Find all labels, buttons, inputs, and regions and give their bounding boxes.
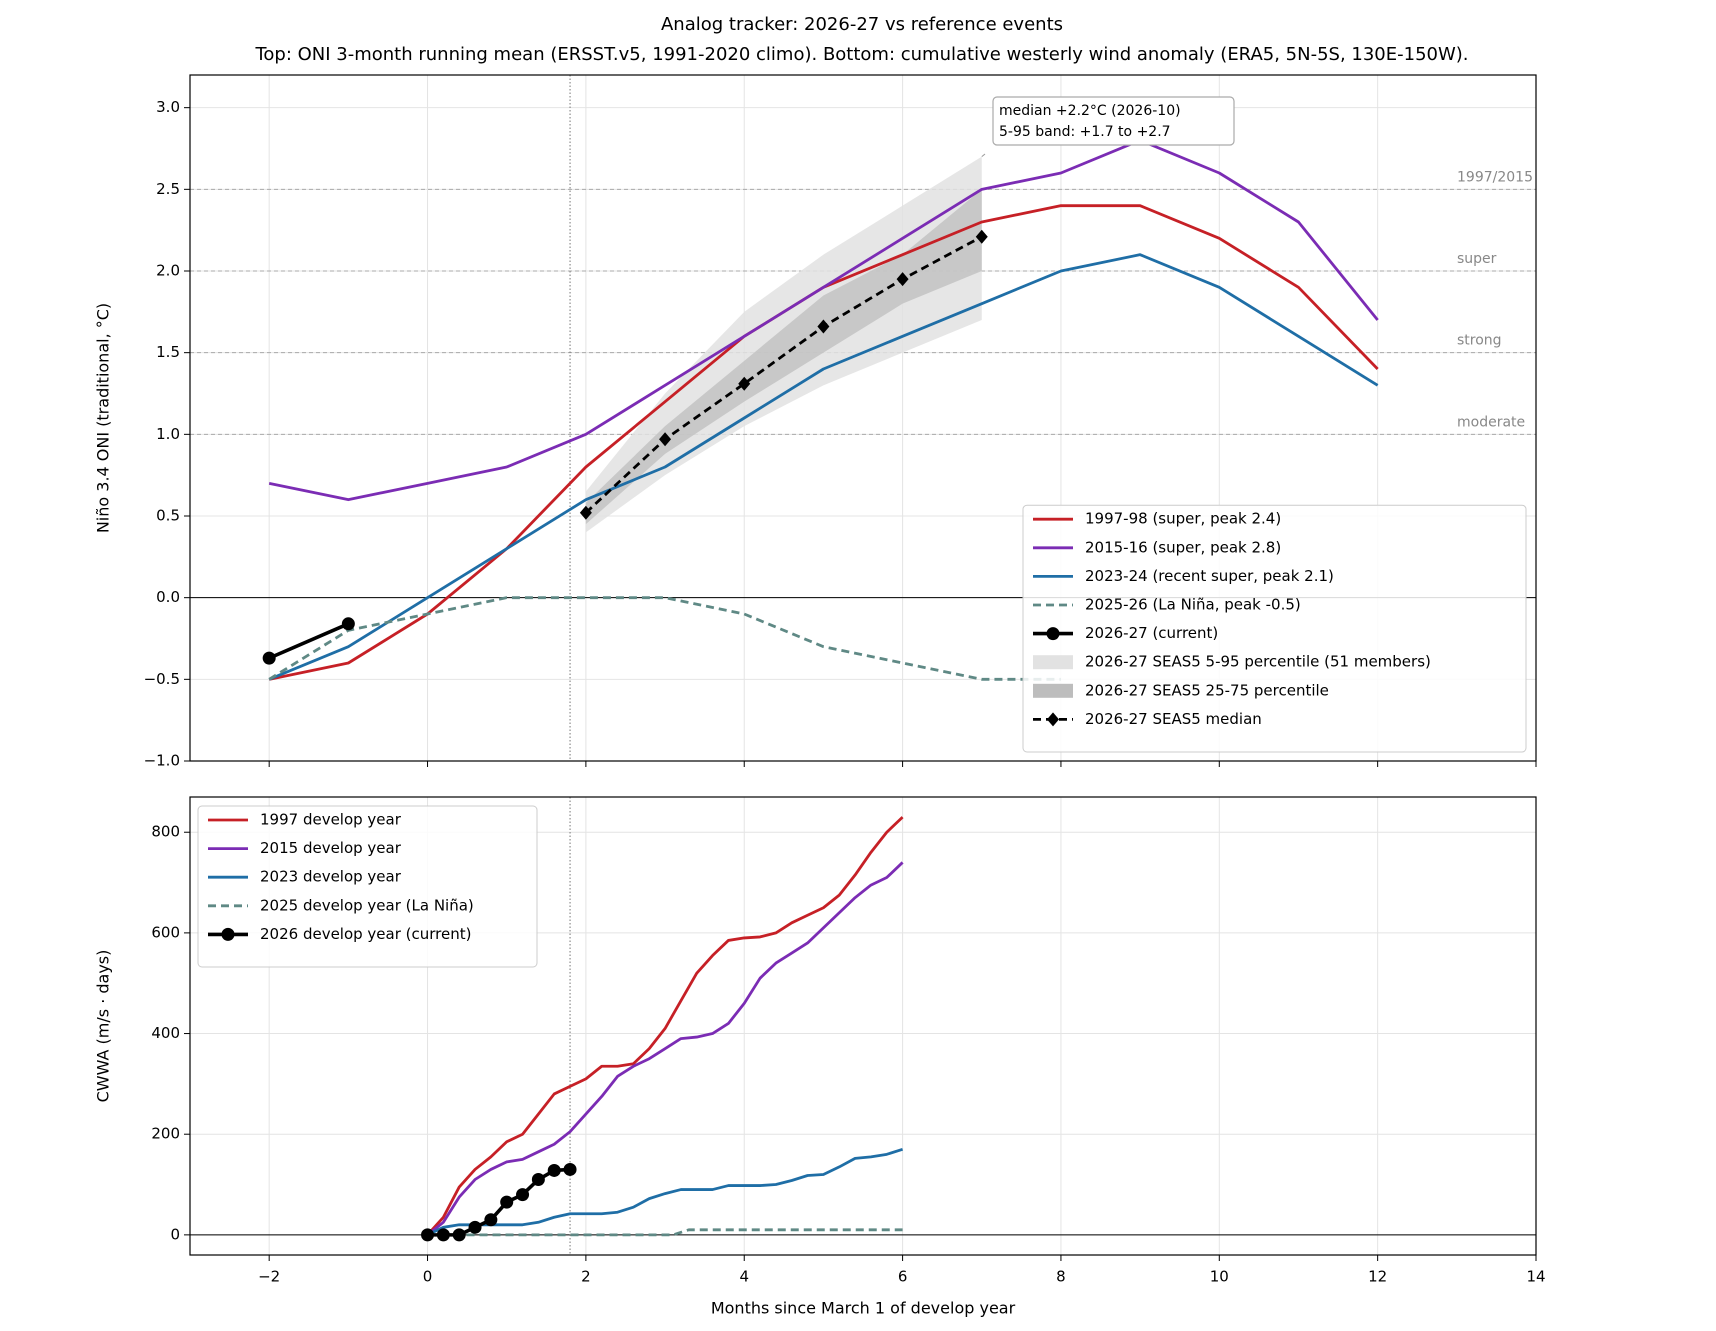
y-tick-label: 200	[151, 1125, 180, 1143]
y-tick-label: 0.5	[156, 507, 180, 525]
x-tick-label: 4	[739, 1268, 749, 1286]
y-tick-label: 1.0	[156, 425, 180, 443]
plot-area	[421, 816, 904, 1242]
data-point	[468, 1220, 482, 1234]
annotation-text: 5-95 band: +1.7 to +2.7	[999, 124, 1171, 140]
x-tick-label: 8	[1056, 1268, 1066, 1286]
legend-label: 2026-27 SEAS5 25-75 percentile	[1085, 681, 1329, 699]
reference-label: moderate	[1457, 414, 1525, 430]
y-axis-label: CWWA (m/s · days)	[94, 950, 113, 1103]
y-tick-label: 0.0	[156, 588, 180, 606]
y-tick-label: 3.0	[156, 98, 180, 116]
x-tick-label: 6	[898, 1268, 908, 1286]
legend-swatch	[1033, 655, 1073, 670]
data-point	[738, 376, 751, 391]
data-point	[579, 505, 592, 520]
annotation-arrow	[981, 153, 986, 158]
legend-label: 2015-16 (super, peak 2.8)	[1085, 538, 1281, 556]
x-tick-label: −2	[258, 1268, 280, 1286]
data-point	[659, 432, 672, 447]
x-tick-label: 2	[581, 1268, 591, 1286]
data-point	[896, 272, 909, 287]
data-point	[436, 1228, 450, 1242]
data-point	[421, 1228, 435, 1242]
data-point	[341, 617, 355, 631]
legend-marker	[1046, 627, 1060, 641]
x-axis-label: Months since March 1 of develop year	[711, 1299, 1016, 1318]
legend-label: 2026-27 SEAS5 5-95 percentile (51 member…	[1085, 653, 1431, 671]
series-line	[268, 622, 350, 660]
y-tick-label: 800	[151, 823, 180, 841]
y-tick-label: 400	[151, 1024, 180, 1042]
reference-label: 1997/2015	[1457, 169, 1533, 185]
y-tick-label: 0	[170, 1225, 180, 1243]
annotation-text: median +2.2°C (2026-10)	[999, 103, 1181, 119]
figure-subtitle: Top: ONI 3-month running mean (ERSST.v5,…	[254, 44, 1468, 65]
data-point	[547, 1163, 561, 1177]
legend-label: 2015 develop year	[260, 839, 402, 857]
data-point	[452, 1228, 466, 1242]
y-tick-label: 2.0	[156, 262, 180, 280]
series-line	[584, 235, 983, 514]
legend-label: 1997 develop year	[260, 811, 402, 829]
legend-marker	[1047, 712, 1059, 727]
series-line	[427, 1167, 571, 1237]
x-tick-label: 0	[423, 1268, 433, 1286]
series-line	[268, 253, 1379, 681]
data-point	[975, 229, 988, 244]
data-point	[531, 1173, 545, 1187]
data-point	[484, 1213, 498, 1227]
legend-label: 2023-24 (recent super, peak 2.1)	[1085, 567, 1334, 585]
x-tick-label: 12	[1368, 1268, 1387, 1286]
series-line	[426, 861, 904, 1236]
series-line	[426, 1147, 904, 1237]
y-tick-label: −0.5	[144, 670, 180, 688]
series-line	[268, 138, 1379, 502]
data-point	[262, 651, 276, 665]
legend-label: 1997-98 (super, peak 2.4)	[1085, 510, 1281, 528]
y-tick-label: 600	[151, 923, 180, 941]
reference-label: super	[1457, 251, 1497, 267]
annotation-box	[992, 96, 1235, 146]
data-point	[563, 1162, 577, 1176]
axes-frame	[189, 74, 1537, 762]
x-tick-label: 14	[1526, 1268, 1545, 1286]
y-tick-label: 1.5	[156, 343, 180, 361]
axes-frame	[189, 796, 1537, 1256]
series-line	[426, 816, 904, 1236]
series-line	[427, 1228, 903, 1237]
plot-area	[262, 138, 1379, 681]
legend-label: 2026-27 (current)	[1085, 624, 1218, 642]
legend-swatch	[1033, 683, 1073, 698]
legend-label: 2026-27 SEAS5 median	[1085, 710, 1262, 728]
legend-box	[1022, 504, 1527, 753]
y-tick-label: −1.0	[144, 752, 180, 770]
x-tick-label: 10	[1210, 1268, 1229, 1286]
legend-box	[197, 805, 538, 968]
legend-label: 2025-26 (La Niña, peak -0.5)	[1085, 596, 1301, 614]
data-point	[516, 1188, 530, 1202]
series-line	[268, 596, 1061, 681]
reference-label: strong	[1457, 333, 1502, 349]
data-point	[817, 319, 830, 334]
figure-title: Analog tracker: 2026-27 vs reference eve…	[661, 14, 1063, 35]
y-axis-label: Niño 3.4 ONI (traditional, °C)	[94, 303, 113, 533]
data-point	[500, 1195, 514, 1209]
y-tick-label: 2.5	[156, 180, 180, 198]
legend-label: 2025 develop year (La Niña)	[260, 896, 474, 914]
legend-label: 2023 develop year	[260, 868, 402, 886]
legend-label: 2026 develop year (current)	[260, 925, 471, 943]
legend-marker	[221, 927, 235, 941]
